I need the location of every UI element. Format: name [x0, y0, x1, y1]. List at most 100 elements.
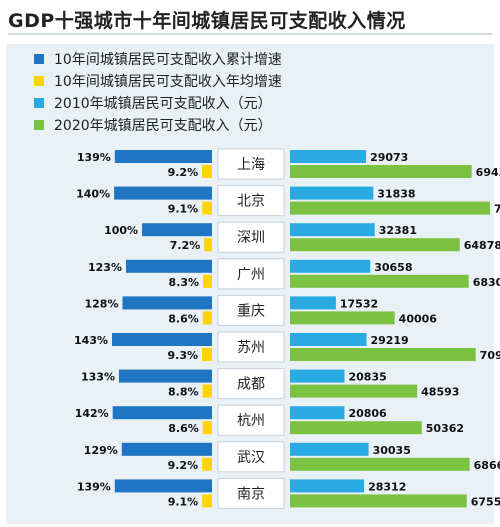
- income-2010-bar: [290, 406, 345, 420]
- cumulative-growth-bar: [118, 369, 212, 383]
- cumulative-growth-bar: [114, 479, 212, 493]
- cumulative-growth-label: 142%: [75, 407, 109, 420]
- city-label-box: [217, 185, 285, 217]
- income-2010-label: 29219: [370, 334, 408, 347]
- city-label: 苏州: [237, 340, 265, 356]
- income-2020-label: 64878: [464, 239, 500, 252]
- city-label: 深圳: [237, 230, 265, 246]
- income-2020-label: 68666: [474, 459, 500, 472]
- cumulative-growth-label: 140%: [76, 188, 110, 201]
- cumulative-growth-bar: [142, 223, 212, 237]
- income-2010-bar: [290, 259, 371, 273]
- annual-growth-label: 9.1%: [168, 203, 199, 216]
- city-label: 南京: [237, 486, 265, 502]
- title-divider: [8, 33, 492, 35]
- cumulative-growth-bar: [114, 186, 212, 200]
- cumulative-growth-label: 143%: [74, 334, 108, 347]
- income-2020-label: 40006: [399, 312, 438, 325]
- city-label-box: [217, 477, 285, 509]
- city-label: 杭州: [237, 413, 265, 429]
- income-2010-label: 31838: [377, 188, 415, 201]
- annual-growth-bar: [202, 494, 212, 508]
- annual-growth-label: 7.2%: [170, 239, 201, 252]
- chart-title: GDP十强城市十年间城镇居民可支配收入情况: [8, 10, 406, 32]
- cumulative-growth-bar: [114, 150, 212, 163]
- city-label-box: [217, 294, 285, 326]
- annual-growth-label: 8.6%: [168, 312, 199, 325]
- city-label: 北京: [237, 194, 265, 210]
- cumulative-growth-label: 139%: [77, 480, 111, 493]
- legend-swatch: [34, 54, 44, 64]
- income-2010-bar: [290, 442, 369, 456]
- legend-swatch: [34, 98, 44, 108]
- annual-growth-bar: [202, 311, 212, 325]
- income-2010-label: 30035: [373, 444, 411, 457]
- annual-growth-label: 9.3%: [167, 349, 198, 362]
- cumulative-growth-bar: [112, 333, 212, 346]
- income-2020-bar: [290, 457, 470, 471]
- income-2020-bar: [290, 274, 469, 288]
- legend-item-2020: 2020年城镇居民可支配收入（元）: [34, 114, 272, 136]
- income-2010-bar: [290, 296, 336, 310]
- city-label-box: [217, 368, 285, 400]
- income-2020-label: 67553: [471, 495, 500, 508]
- cumulative-growth-bar: [112, 406, 212, 420]
- legend-label: 10年间城镇居民可支配收入累计增速: [54, 52, 282, 68]
- income-2020-label: 70966: [480, 349, 500, 362]
- income-2020-bar: [290, 311, 395, 325]
- annual-growth-bar: [202, 348, 212, 361]
- income-2020-bar: [290, 238, 460, 252]
- city-label: 成都: [237, 377, 265, 393]
- city-label: 广州: [237, 267, 265, 283]
- income-2020-bar: [290, 384, 418, 398]
- income-2010-label: 17532: [340, 297, 378, 310]
- annual-growth-bar: [202, 421, 212, 435]
- city-label-box: [217, 221, 285, 253]
- cumulative-growth-bar: [122, 296, 212, 310]
- legend-swatch: [34, 120, 44, 130]
- city-label-box: [217, 404, 285, 436]
- cumulative-growth-label: 128%: [85, 297, 119, 310]
- income-2010-label: 20806: [348, 407, 387, 420]
- annual-growth-bar: [203, 274, 212, 288]
- income-2010-bar: [290, 223, 375, 237]
- income-2020-bar: [290, 494, 467, 508]
- annual-growth-bar: [202, 165, 212, 178]
- income-2020-bar: [290, 165, 472, 178]
- city-label: 重庆: [237, 303, 265, 319]
- city-label: 武汉: [237, 450, 265, 466]
- income-2010-bar: [290, 479, 365, 493]
- cumulative-growth-bar: [121, 442, 212, 456]
- cumulative-growth-label: 100%: [104, 224, 138, 237]
- cumulative-growth-label: 123%: [88, 261, 122, 274]
- city-label-box: [217, 148, 285, 180]
- legend-item-annual: 10年间城镇居民可支配收入年均增速: [34, 70, 282, 92]
- income-2020-label: 69434: [476, 166, 500, 179]
- income-2020-bar: [290, 348, 476, 361]
- income-2010-label: 30658: [374, 261, 412, 274]
- annual-growth-bar: [202, 384, 212, 398]
- income-2020-label: 76437: [494, 203, 500, 216]
- cumulative-growth-label: 133%: [81, 371, 115, 384]
- annual-growth-bar: [204, 238, 212, 252]
- income-2010-label: 29073: [370, 151, 408, 164]
- annual-growth-label: 8.6%: [168, 422, 199, 435]
- income-2010-label: 20835: [349, 371, 387, 384]
- annual-growth-label: 8.3%: [169, 276, 200, 289]
- legend-label: 10年间城镇居民可支配收入年均增速: [54, 74, 282, 90]
- cumulative-growth-bar: [125, 259, 212, 273]
- city-label-box: [217, 258, 285, 290]
- legend-label: 2020年城镇居民可支配收入（元）: [54, 118, 272, 134]
- income-2020-label: 68304: [473, 276, 500, 289]
- city-label: 上海: [237, 157, 265, 173]
- annual-growth-label: 9.2%: [168, 459, 199, 472]
- income-2010-bar: [290, 150, 367, 163]
- legend-label: 2010年城镇居民可支配收入（元）: [54, 96, 272, 112]
- legend-item-2010: 2010年城镇居民可支配收入（元）: [34, 92, 272, 114]
- city-label-box: [217, 331, 285, 363]
- income-2010-bar: [290, 369, 345, 383]
- cumulative-growth-label: 139%: [77, 151, 111, 164]
- annual-growth-bar: [202, 201, 212, 215]
- income-2020-bar: [290, 201, 490, 215]
